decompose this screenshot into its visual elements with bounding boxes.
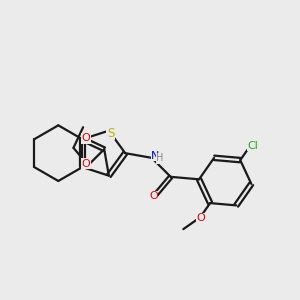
Text: H: H — [156, 154, 164, 164]
Text: S: S — [107, 127, 114, 140]
Text: O: O — [82, 133, 91, 143]
Text: O: O — [81, 159, 90, 169]
Text: O: O — [197, 213, 206, 223]
Text: N: N — [151, 151, 160, 161]
Text: Cl: Cl — [247, 141, 258, 151]
Text: O: O — [149, 191, 158, 201]
